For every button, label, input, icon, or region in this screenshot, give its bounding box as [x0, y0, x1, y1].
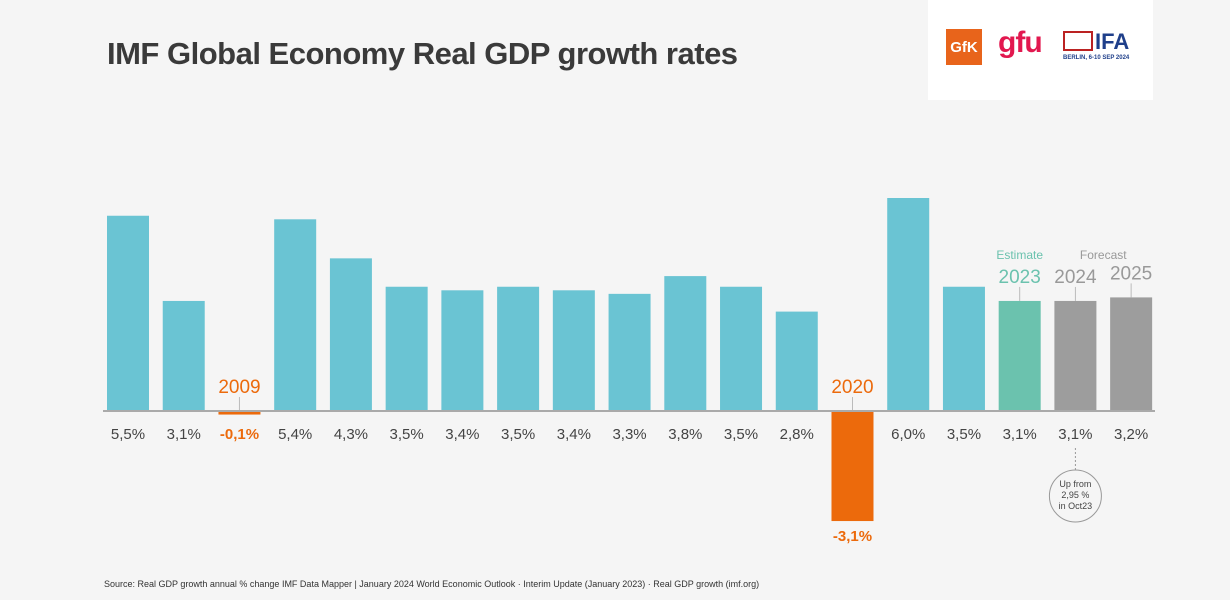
value-label: -3,1%	[833, 528, 872, 545]
bar	[1054, 300, 1097, 411]
year-label: 2024	[1054, 267, 1097, 288]
year-label: 2025	[1110, 263, 1152, 284]
annotation-text: 2,95 %	[1061, 490, 1089, 500]
year-label: 2023	[999, 267, 1041, 288]
year-label: 2020	[831, 377, 873, 398]
bar	[720, 286, 763, 411]
value-label: 3,5%	[947, 426, 981, 443]
value-label: 3,1%	[167, 426, 201, 443]
value-label: 3,1%	[1058, 426, 1092, 443]
value-label: 3,2%	[1114, 426, 1148, 443]
bar	[775, 311, 818, 411]
bar	[552, 290, 595, 411]
bar	[887, 198, 930, 411]
value-label: 4,3%	[334, 426, 368, 443]
value-label: -0,1%	[220, 426, 259, 443]
value-label: 3,5%	[724, 426, 758, 443]
bar	[1110, 297, 1153, 411]
value-label: 6,0%	[891, 426, 925, 443]
value-label: 2,8%	[780, 426, 814, 443]
value-label: 3,3%	[612, 426, 646, 443]
forecast-label: Forecast	[1080, 248, 1127, 262]
bar	[664, 276, 707, 411]
value-label: 5,4%	[278, 426, 312, 443]
bar	[274, 219, 317, 411]
gfk-logo: GfK	[946, 29, 982, 65]
bar	[107, 215, 149, 411]
bar	[218, 411, 261, 415]
annotation-circle	[1048, 469, 1102, 523]
value-label: 5,5%	[111, 426, 145, 443]
value-label: 3,8%	[668, 426, 702, 443]
bar	[942, 286, 985, 411]
bar	[608, 293, 651, 411]
page-title: IMF Global Economy Real GDP growth rates	[107, 36, 738, 71]
bar	[162, 300, 205, 411]
annotation-text: Up from	[1059, 479, 1091, 489]
value-label: 3,4%	[445, 426, 479, 443]
year-label: 2009	[218, 377, 260, 398]
ifa-logo: IFA BERLIN, 6-10 SEP 2024	[1063, 29, 1130, 61]
value-label: 3,4%	[557, 426, 591, 443]
value-label: 3,5%	[501, 426, 535, 443]
value-label: 3,5%	[390, 426, 424, 443]
bar	[329, 258, 372, 411]
annotation-text: in Oct23	[1059, 501, 1093, 511]
gfu-logo: gfu	[998, 26, 1043, 59]
bar	[831, 411, 874, 522]
bar	[497, 286, 540, 411]
source-note: Source: Real GDP growth annual % change …	[104, 579, 760, 589]
bar	[385, 286, 428, 411]
estimate-label: Estimate	[996, 248, 1043, 262]
bar	[998, 300, 1041, 411]
value-label: 3,1%	[1003, 426, 1037, 443]
bar	[441, 290, 484, 411]
logo-panel: GfK gfu IFA BERLIN, 6-10 SEP 2024	[928, 0, 1153, 100]
